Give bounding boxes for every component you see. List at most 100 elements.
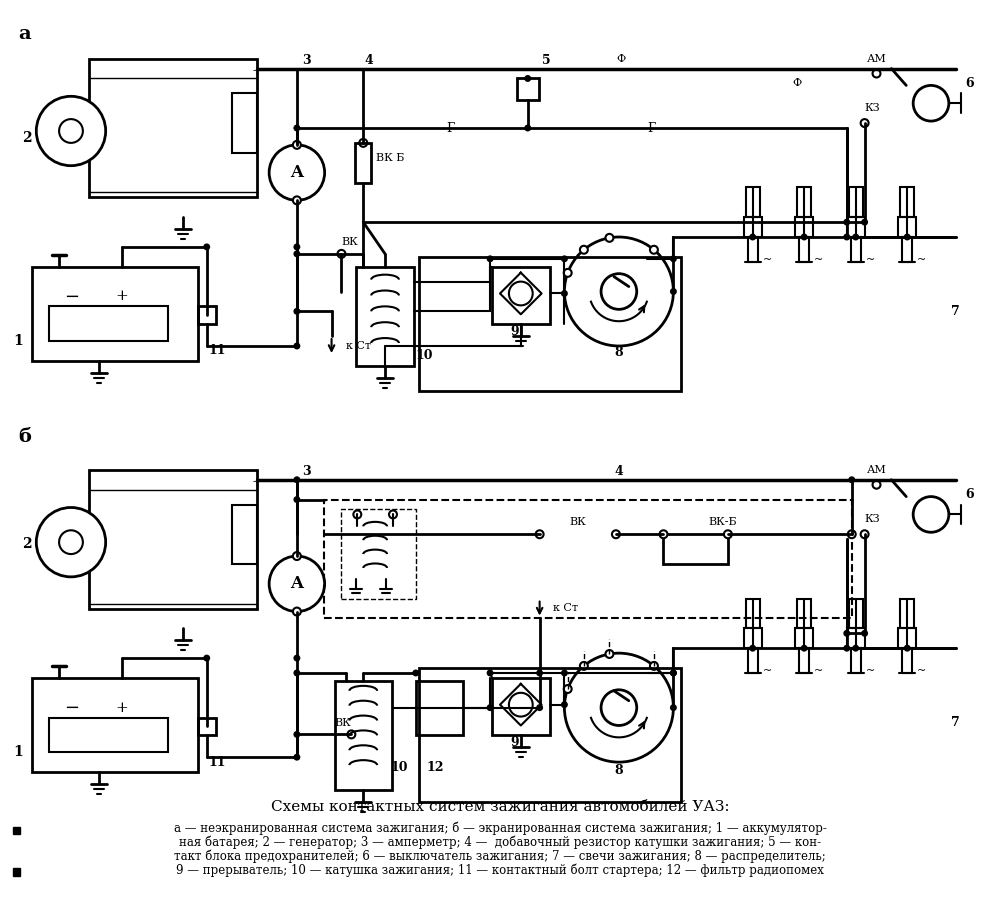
Text: 9: 9 (511, 736, 519, 749)
Bar (849, 599, 863, 629)
Bar (49, 717, 168, 752)
Bar (744, 217, 762, 237)
Bar (902, 649, 912, 673)
Circle shape (749, 233, 756, 240)
Circle shape (848, 531, 856, 538)
Text: ВК Б: ВК Б (376, 152, 405, 162)
Text: 7: 7 (951, 305, 960, 317)
Circle shape (670, 256, 677, 262)
Circle shape (293, 197, 301, 204)
Bar (748, 237, 758, 262)
Circle shape (913, 85, 949, 121)
Circle shape (487, 704, 494, 711)
Text: 9 — прерыватель; 10 — катушка зажигания; 11 — контактный болт стартера; 12 — фил: 9 — прерыватель; 10 — катушка зажигания;… (176, 863, 824, 877)
Circle shape (801, 645, 808, 651)
Bar (419, 668, 681, 802)
Circle shape (650, 662, 658, 670)
Circle shape (843, 233, 850, 240)
Circle shape (293, 476, 300, 483)
Circle shape (59, 531, 83, 554)
Circle shape (904, 233, 911, 240)
Circle shape (353, 511, 361, 519)
Bar (324, 500, 852, 619)
Circle shape (861, 531, 869, 538)
Bar (89, 470, 257, 609)
Circle shape (601, 274, 637, 309)
Text: Г: Г (446, 122, 455, 134)
Text: +: + (115, 700, 128, 715)
Bar (795, 629, 813, 649)
Circle shape (580, 662, 588, 670)
Circle shape (660, 531, 667, 538)
Bar (663, 534, 728, 564)
Circle shape (861, 119, 869, 127)
Circle shape (801, 233, 808, 240)
Circle shape (293, 307, 300, 315)
Text: ~: ~ (866, 255, 875, 265)
Bar (900, 599, 914, 629)
Bar (49, 307, 168, 341)
Text: ~: ~ (917, 255, 926, 265)
Bar (744, 629, 762, 649)
Circle shape (293, 250, 300, 258)
Circle shape (605, 650, 613, 658)
Circle shape (389, 511, 397, 519)
Circle shape (338, 250, 345, 258)
Text: АМ: АМ (867, 54, 886, 63)
Text: 4: 4 (365, 54, 374, 67)
Circle shape (843, 219, 850, 226)
Circle shape (293, 343, 300, 349)
Text: такт блока предохранителей; 6 — выключатель зажигания; 7 — свечи зажигания; 8 — : такт блока предохранителей; 6 — выключат… (174, 850, 826, 863)
Circle shape (536, 531, 544, 538)
Circle shape (601, 690, 637, 726)
Text: к Ст: к Ст (553, 602, 578, 612)
Text: 10: 10 (416, 349, 433, 363)
Text: ВК: ВК (569, 517, 586, 527)
Circle shape (269, 556, 325, 611)
Bar (356, 267, 414, 366)
Circle shape (852, 233, 859, 240)
Text: −: − (64, 288, 80, 306)
Bar (13, 868, 20, 876)
Text: 7: 7 (951, 716, 960, 729)
Circle shape (36, 96, 106, 166)
Circle shape (509, 281, 533, 306)
Bar (89, 59, 257, 198)
Text: Ф: Ф (793, 78, 802, 88)
Circle shape (36, 508, 106, 577)
Text: 3: 3 (302, 54, 311, 67)
Circle shape (293, 608, 301, 616)
Bar (13, 826, 20, 834)
Text: 8: 8 (615, 346, 623, 359)
Bar (900, 188, 914, 217)
Text: 2: 2 (22, 131, 31, 145)
Bar (898, 629, 916, 649)
Circle shape (412, 669, 419, 677)
Bar (335, 681, 392, 790)
Text: −: − (64, 698, 80, 717)
Text: 9: 9 (511, 325, 519, 337)
Bar (799, 649, 809, 673)
Circle shape (724, 531, 732, 538)
Text: 8: 8 (615, 764, 623, 776)
Text: АМ: АМ (867, 465, 886, 475)
Text: +: + (252, 476, 263, 489)
Circle shape (861, 219, 868, 226)
Bar (517, 79, 539, 101)
Text: 6: 6 (965, 77, 974, 90)
Bar (492, 678, 550, 736)
Text: к Ст: к Ст (346, 341, 371, 351)
Text: ~: ~ (763, 666, 772, 676)
Circle shape (269, 145, 325, 200)
Circle shape (293, 124, 300, 132)
Bar (795, 217, 813, 237)
Text: Ф: Ф (616, 54, 626, 63)
Circle shape (293, 141, 301, 149)
Circle shape (861, 629, 868, 637)
Bar (355, 143, 371, 182)
Text: 1: 1 (14, 746, 23, 759)
Text: а: а (18, 24, 31, 43)
Circle shape (650, 246, 658, 254)
Bar (797, 188, 811, 217)
Bar (198, 717, 216, 736)
